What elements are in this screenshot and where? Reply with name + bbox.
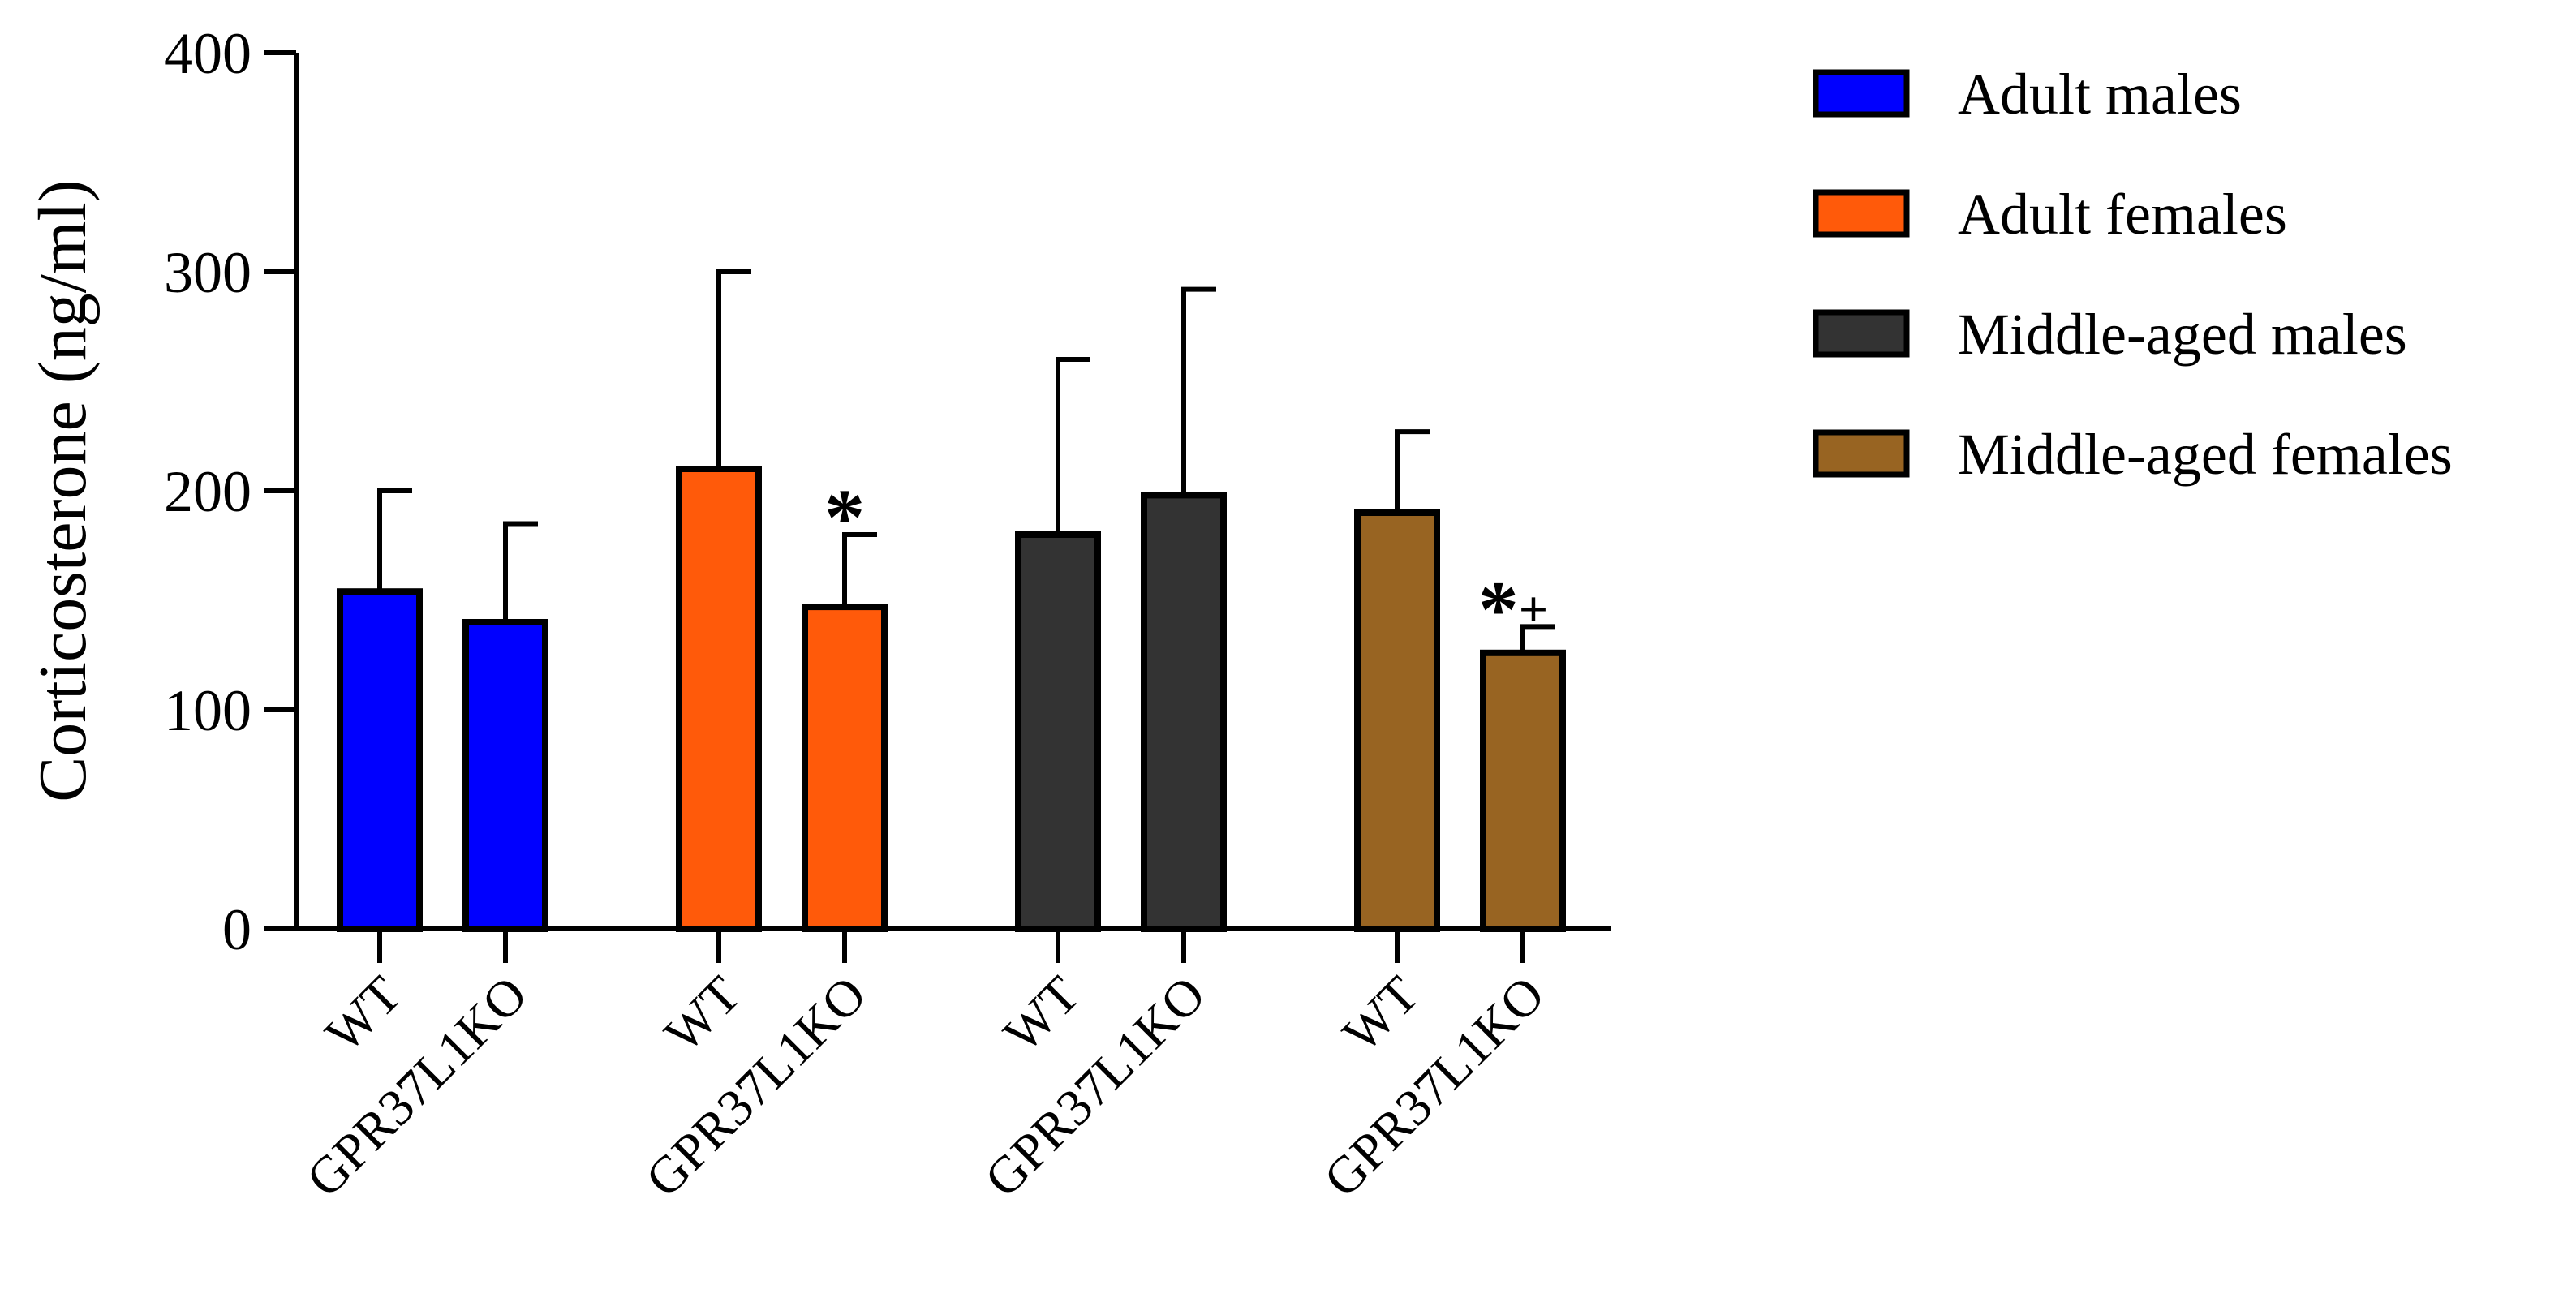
y-tick-label-400: 400: [164, 21, 252, 86]
bar-g2-b1: [1141, 492, 1227, 932]
legend: Adult males Adult females Middle-aged male…: [1813, 62, 2453, 487]
x-tick-label-g3-b1: GPR37L1KO: [1313, 965, 1555, 1208]
significance-g3-b1: *+: [1478, 564, 1548, 654]
x-tick-label-g0-b1: GPR37L1KO: [295, 965, 538, 1208]
legend-label-2: Middle-aged males: [1958, 302, 2407, 367]
bar-g1-b1: [802, 604, 888, 932]
y-tick-label-0: 0: [222, 897, 252, 962]
legend-swatch-0: [1813, 69, 1910, 118]
legend-swatch-1: [1813, 189, 1910, 238]
y-tick-label-100: 100: [164, 678, 252, 743]
x-tick-label-g3-b0: WT: [1331, 965, 1430, 1064]
legend-swatch-2: [1813, 309, 1910, 358]
bars-layer: [337, 269, 1566, 932]
legend-label-3: Middle-aged females: [1958, 422, 2453, 487]
y-tick-label-200: 200: [164, 459, 252, 524]
legend-label-0: Adult males: [1958, 62, 2242, 127]
legend-label-1: Adult females: [1958, 182, 2287, 247]
bar-g0-b0: [337, 588, 423, 932]
bar-g0-b1: [462, 619, 548, 932]
bar-g3-b1: [1480, 649, 1566, 932]
x-tick-label-g0-b0: WT: [314, 965, 412, 1064]
axes-layer: [264, 50, 1611, 963]
y-tick-label-300: 300: [164, 240, 252, 305]
significance-g1-b1: *: [824, 472, 865, 562]
bar-g1-b0: [676, 466, 762, 932]
x-tick-label-g2-b1: GPR37L1KO: [974, 965, 1216, 1208]
x-tick-label-g2-b0: WT: [992, 965, 1090, 1064]
y-axis-title: Corticosterone (ng/ml): [25, 179, 101, 802]
x-tick-label-g1-b0: WT: [653, 965, 751, 1064]
bar-g3-b0: [1354, 509, 1440, 932]
bar-g2-b0: [1015, 531, 1101, 932]
x-tick-label-g1-b1: GPR37L1KO: [634, 965, 877, 1208]
legend-swatch-3: [1813, 429, 1910, 478]
